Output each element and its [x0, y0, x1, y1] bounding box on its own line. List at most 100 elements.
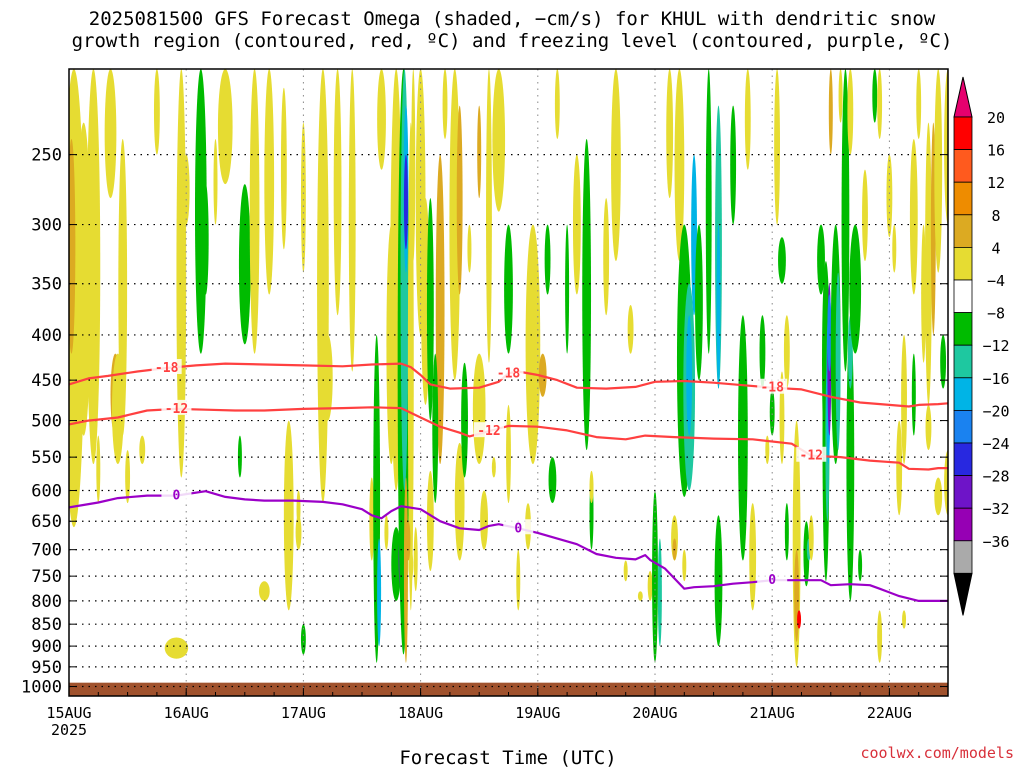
omega-cell: [348, 69, 356, 372]
omega-cell: [674, 69, 685, 262]
omega-cell: [104, 69, 117, 199]
omega-cell: [940, 334, 947, 389]
omega-cell: [769, 388, 775, 436]
omega-cell: [413, 527, 418, 592]
omega-cell: [858, 549, 863, 582]
chart-title-line-2: growth region (contoured, red, ºC) and f…: [71, 30, 953, 52]
colorbar-swatch: [953, 312, 973, 346]
omega-cell: [909, 138, 918, 295]
colorbar: 20 16 12 8 4 −4 −8 −12 −16 −20 −24 −28 −32 −36: [953, 76, 1010, 616]
omega-cell: [554, 69, 560, 139]
contour-label-bg: [151, 359, 182, 375]
y-tick-label: 1000: [21, 678, 62, 698]
contour-label: -12: [477, 424, 500, 439]
terrain-area: [69, 682, 948, 696]
omega-cell: [657, 538, 662, 647]
contour-label-bg: [796, 446, 827, 462]
contour-label: -18: [760, 381, 784, 396]
omega-cell: [467, 224, 472, 273]
omega-cell: [172, 646, 181, 659]
contour-label: -12: [165, 402, 188, 417]
omega-cell: [749, 503, 757, 611]
omega-cell: [377, 69, 386, 170]
colorbar-swatch: [953, 279, 973, 313]
omega-cell: [403, 154, 408, 250]
y-tick-label: 950: [31, 658, 62, 678]
omega-cell: [432, 353, 439, 504]
colorbar-label: −16: [982, 370, 1009, 388]
colorbar-label: −24: [982, 435, 1009, 453]
terrain-shading: [69, 682, 948, 696]
omega-cell: [461, 362, 468, 478]
omega-cell: [139, 435, 146, 465]
omega-cell: [846, 325, 855, 601]
omega-cell: [69, 138, 76, 354]
omega-cell: [827, 294, 832, 372]
y-tick-label: 400: [31, 326, 62, 346]
colorbar-swatch: [953, 540, 973, 574]
omega-cell: [784, 503, 789, 561]
omega-cell: [565, 224, 570, 354]
x-tick-label: 15AUG: [46, 704, 91, 722]
colorbar-label: 16: [987, 142, 1005, 160]
omega-cell: [391, 527, 402, 601]
colorbar-swatch: [953, 409, 973, 444]
y-tick-label: 550: [31, 448, 62, 468]
omega-cell: [849, 224, 862, 354]
omega-cell: [695, 224, 703, 381]
omega-cell: [647, 570, 653, 601]
omega-cell: [744, 69, 751, 170]
omega-cell: [504, 224, 513, 354]
colorbar-swatch: [953, 181, 973, 216]
x-tick-label: 22AUG: [867, 704, 912, 722]
omega-cell: [217, 69, 233, 185]
y-axis-ticks: 2503003504004505005506006507007508008509…: [21, 146, 948, 698]
colorbar-label: −32: [982, 500, 1009, 518]
omega-cell: [258, 581, 270, 601]
colorbar-top-arrow: [953, 76, 973, 118]
omega-cell: [901, 334, 907, 465]
omega-cell: [544, 224, 551, 295]
omega-cell: [411, 69, 416, 262]
omega-cell: [237, 435, 242, 478]
y-tick-label: 250: [31, 146, 62, 166]
omega-cell: [456, 105, 463, 295]
colorbar-swatch: [953, 214, 973, 248]
contour-label: -12: [800, 449, 823, 464]
omega-cell: [783, 315, 790, 389]
x-tick-label: 16AUG: [164, 704, 209, 722]
y-tick-label: 850: [31, 615, 62, 635]
y-tick-label: 600: [31, 482, 62, 502]
omega-cell: [886, 154, 893, 238]
colorbar-label: −28: [982, 468, 1009, 486]
omega-cell: [525, 224, 541, 465]
omega-cell: [516, 549, 521, 611]
omega-cell: [202, 184, 209, 295]
colorbar-swatch: [953, 377, 973, 411]
x-tick-label: 21AUG: [750, 704, 795, 722]
omega-cell: [333, 69, 342, 316]
y-tick-label: 800: [31, 592, 62, 612]
omega-cell: [716, 224, 721, 389]
omega-cell: [384, 515, 389, 550]
omega-cell: [841, 69, 850, 372]
y-tick-label: 300: [31, 216, 62, 236]
x-tick-label: 17AUG: [281, 704, 326, 722]
omega-cell: [774, 69, 781, 225]
contour-line--12: [69, 406, 948, 471]
omega-cell: [797, 610, 802, 629]
omega-cell: [925, 404, 932, 451]
contour-label-bg: [493, 364, 524, 380]
omega-cell: [369, 477, 375, 561]
omega-cell: [506, 404, 511, 504]
omega-cell: [892, 224, 897, 273]
omega-cell: [491, 457, 496, 478]
contour-label: -18: [155, 361, 179, 376]
omega-cell: [944, 450, 948, 516]
omega-cell: [872, 69, 878, 123]
omega-cell: [480, 490, 488, 550]
omega-cell: [403, 477, 408, 663]
colorbar-label: −36: [982, 533, 1009, 551]
omega-cell: [623, 560, 628, 582]
